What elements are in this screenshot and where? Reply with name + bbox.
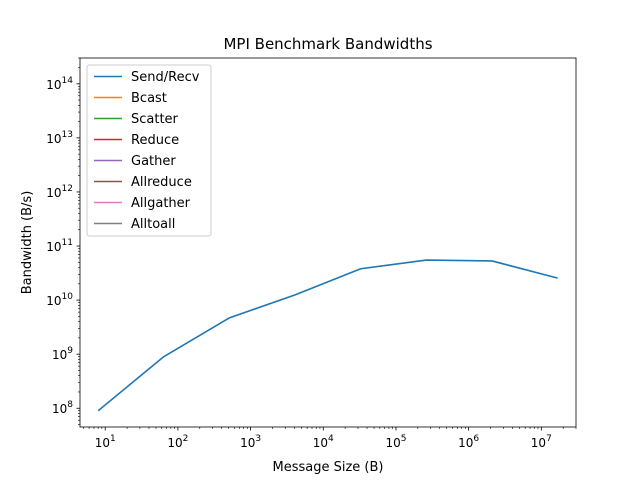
y-tick-base: 10 <box>46 294 61 308</box>
x-tick-base: 10 <box>240 436 255 450</box>
legend-label: Allreduce <box>131 175 192 190</box>
x-tick-base: 10 <box>313 436 328 450</box>
y-tick-label: 108 <box>52 400 73 416</box>
x-tick-base: 10 <box>167 436 182 450</box>
x-tick-label: 104 <box>313 434 334 450</box>
x-tick-exponent: 6 <box>473 434 479 444</box>
legend: Send/Recv Bcast Scatter Reduce Gather Allredu… <box>86 64 212 237</box>
y-tick-exponent: 13 <box>62 130 73 140</box>
y-tick-base: 10 <box>46 132 61 146</box>
chart-title: MPI Benchmark Bandwidths <box>223 35 432 53</box>
legend-label: Send/Recv <box>131 70 200 85</box>
y-tick-exponent: 9 <box>67 346 73 356</box>
y-tick-label: 109 <box>52 346 73 362</box>
y-tick-base: 10 <box>46 78 61 92</box>
x-tick-label: 105 <box>385 434 406 450</box>
legend-label: Bcast <box>131 91 167 106</box>
x-tick-base: 10 <box>531 436 546 450</box>
x-tick-label: 107 <box>531 434 552 450</box>
x-tick-label: 103 <box>240 434 261 450</box>
x-tick-base: 10 <box>385 436 400 450</box>
axis-ticks: 101 102 103 104 105 106 1071081091010101110121… <box>46 57 577 450</box>
y-tick-exponent: 11 <box>62 238 73 248</box>
x-tick-base: 10 <box>458 436 473 450</box>
plot-frame <box>79 57 577 428</box>
y-tick-label: 1012 <box>46 184 73 200</box>
y-tick-base: 10 <box>46 186 61 200</box>
y-tick-base: 10 <box>52 402 67 416</box>
legend-label: Reduce <box>131 133 179 148</box>
legend-label: Allgather <box>131 196 191 211</box>
x-tick-exponent: 1 <box>110 434 116 444</box>
y-tick-exponent: 14 <box>62 76 74 86</box>
x-tick-label: 101 <box>95 434 116 450</box>
x-tick-exponent: 4 <box>328 434 334 444</box>
y-tick-label: 1011 <box>46 238 73 254</box>
legend-box <box>86 64 212 237</box>
y-tick-base: 10 <box>46 240 61 254</box>
y-axis-label: Bandwidth (B/s) <box>20 191 35 295</box>
x-tick-exponent: 7 <box>546 434 552 444</box>
legend-label: Alltoall <box>131 217 175 232</box>
y-tick-exponent: 12 <box>62 184 73 194</box>
x-tick-base: 10 <box>95 436 110 450</box>
x-tick-label: 102 <box>167 434 188 450</box>
y-tick-label: 1014 <box>46 76 73 92</box>
plot-area <box>97 259 558 412</box>
y-tick-label: 1013 <box>46 130 73 146</box>
legend-label: Gather <box>131 154 176 169</box>
x-tick-exponent: 2 <box>183 434 189 444</box>
x-tick-label: 106 <box>458 434 479 450</box>
legend-label: Scatter <box>131 112 179 127</box>
y-tick-base: 10 <box>52 348 67 362</box>
y-tick-exponent: 10 <box>62 292 74 302</box>
x-axis-label: Message Size (B) <box>273 460 384 475</box>
x-tick-exponent: 5 <box>401 434 407 444</box>
x-tick-exponent: 3 <box>255 434 261 444</box>
y-tick-exponent: 8 <box>67 400 73 410</box>
series-line-0 <box>97 259 558 412</box>
y-tick-label: 1010 <box>46 292 73 308</box>
